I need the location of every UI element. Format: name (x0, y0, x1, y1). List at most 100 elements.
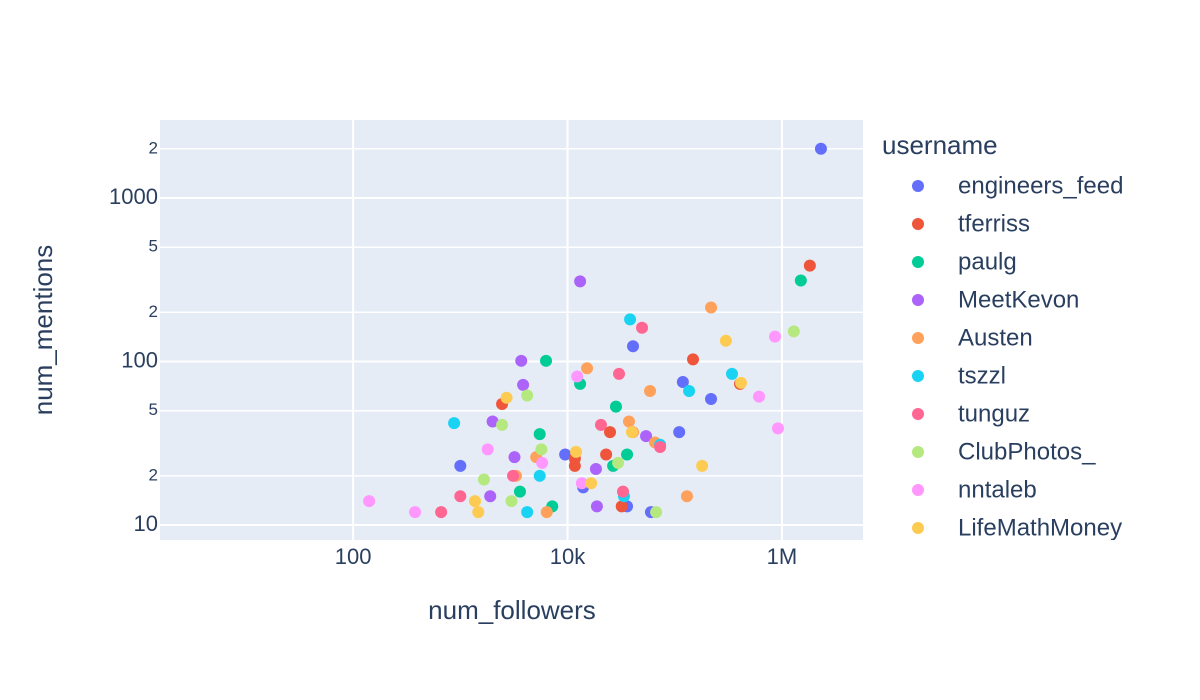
point (505, 495, 518, 508)
point (600, 448, 613, 461)
x-tick-label: 100 (335, 544, 372, 569)
point (768, 330, 781, 343)
point (559, 448, 572, 461)
grid (160, 120, 863, 540)
x-tick-label: 1M (767, 544, 798, 569)
point (680, 490, 693, 503)
point (515, 354, 528, 367)
point (536, 456, 549, 469)
point (814, 142, 827, 155)
x-axis-title: num_followers (428, 595, 596, 625)
point (705, 392, 718, 405)
point (472, 506, 485, 519)
point (363, 495, 376, 508)
point (683, 385, 696, 398)
legend-label[interactable]: MeetKevon (958, 286, 1079, 313)
point (625, 426, 638, 439)
legend-label[interactable]: Austen (958, 324, 1033, 351)
legend-marker[interactable] (912, 332, 924, 344)
legend-marker[interactable] (912, 446, 924, 458)
x-tick-label: 10k (550, 544, 586, 569)
point (624, 313, 637, 326)
point (636, 321, 649, 334)
legend-label[interactable]: ClubPhotos_ (958, 438, 1096, 465)
point (735, 376, 748, 389)
legend-marker[interactable] (912, 256, 924, 268)
point (612, 456, 625, 469)
point (533, 428, 546, 441)
legend-label[interactable]: tferriss (958, 210, 1030, 237)
point (575, 477, 588, 490)
points (363, 142, 827, 519)
point (615, 500, 628, 513)
point (508, 451, 521, 464)
legend-label[interactable]: nntaleb (958, 476, 1037, 503)
point (609, 400, 622, 413)
legend: engineers_feed tferriss paulg MeetKevon Aust… (912, 172, 1123, 541)
point (477, 473, 490, 486)
point (500, 391, 513, 404)
point (676, 375, 689, 388)
legend-marker[interactable] (912, 370, 924, 382)
point (627, 340, 640, 353)
point (753, 390, 766, 403)
point (571, 370, 584, 383)
point (540, 506, 553, 519)
point (640, 430, 653, 443)
point (794, 274, 807, 287)
point (705, 301, 718, 314)
point (673, 426, 686, 439)
point (568, 459, 581, 472)
point (581, 362, 594, 375)
point (604, 426, 617, 439)
ticks: 100 10k 1M 10 2 5 100 2 5 1000 2 (109, 138, 797, 569)
y-tick-label: 10 (134, 511, 158, 536)
y-tick-label: 100 (121, 347, 158, 372)
legend-marker[interactable] (912, 294, 924, 306)
point (696, 459, 709, 472)
legend-marker[interactable] (912, 522, 924, 534)
point (435, 506, 448, 519)
point (409, 506, 422, 519)
point (687, 353, 700, 366)
point (616, 485, 629, 498)
point (594, 418, 607, 431)
point (590, 500, 603, 513)
legend-marker[interactable] (912, 408, 924, 420)
y-tick-label: 1000 (109, 184, 158, 209)
legend-marker[interactable] (912, 218, 924, 230)
point (787, 325, 800, 338)
point (644, 385, 657, 398)
point (535, 443, 548, 456)
y-tick-label: 5 (149, 237, 158, 256)
point (585, 477, 598, 490)
legend-label[interactable]: tunguz (958, 400, 1030, 427)
legend-label[interactable]: paulg (958, 248, 1017, 275)
point (621, 448, 634, 461)
legend-label[interactable]: engineers_feed (958, 172, 1123, 199)
point (654, 441, 667, 454)
point (521, 506, 534, 519)
point (650, 506, 663, 519)
point (454, 459, 467, 472)
point (448, 417, 461, 430)
plot-area (160, 120, 863, 540)
point (589, 463, 602, 476)
legend-label[interactable]: tszzl (958, 362, 1006, 389)
legend-marker[interactable] (912, 484, 924, 496)
y-tick-label: 2 (149, 465, 158, 484)
point (454, 490, 467, 503)
y-tick-label: 2 (149, 302, 158, 321)
point (481, 443, 494, 456)
legend-marker[interactable] (912, 180, 924, 192)
point (613, 367, 626, 380)
y-axis-title: num_mentions (28, 245, 58, 416)
point (570, 445, 583, 458)
point (486, 415, 499, 428)
y-tick-label: 5 (149, 400, 158, 419)
point (468, 495, 481, 508)
y-tick-label: 2 (149, 138, 158, 157)
legend-title: username (882, 130, 998, 160)
legend-label[interactable]: LifeMathMoney (958, 514, 1122, 541)
